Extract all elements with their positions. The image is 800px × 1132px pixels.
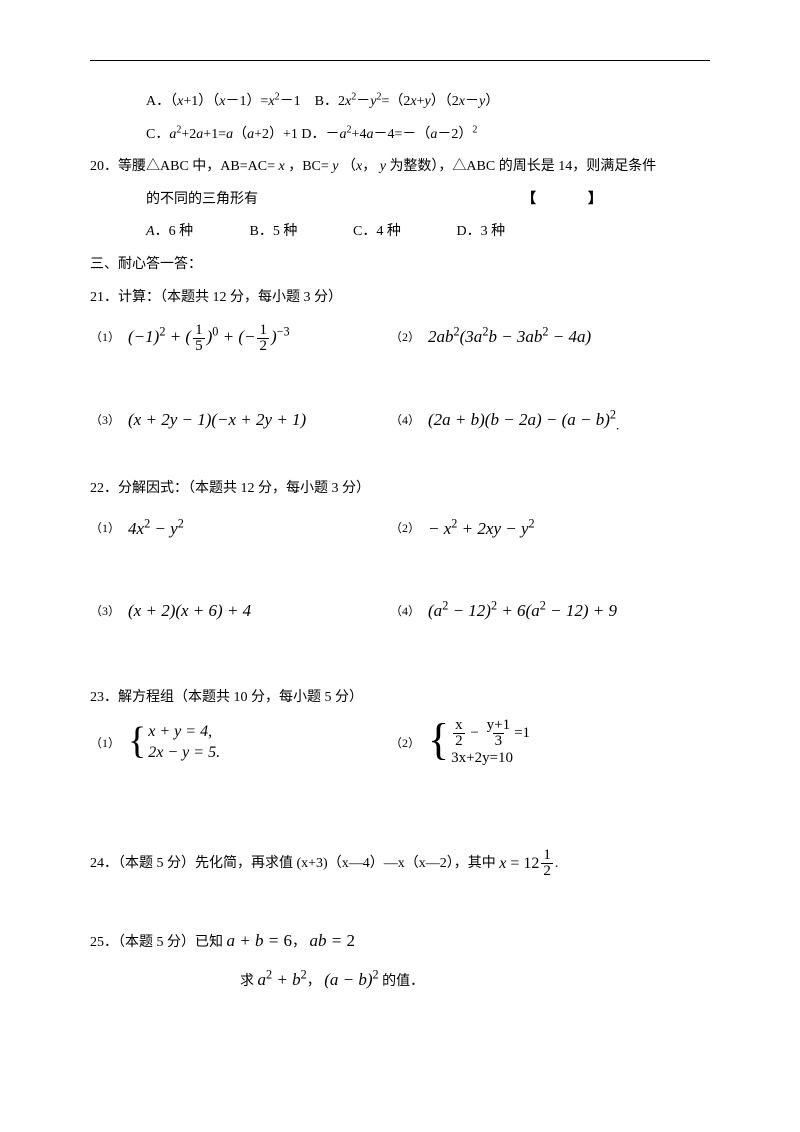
lbl-2b: （2） [390, 517, 420, 540]
q24-eq: = 12 [506, 855, 539, 872]
opt-row-cd: C．a2+2a+1=a（a+2）+1 D．－a2+4a－4=－（a－2）2 [90, 122, 710, 149]
q25-c2: ， [307, 974, 321, 989]
q23-s2l1: x2 − y+13=1 [451, 718, 530, 749]
q22-row2: （3） (x + 2)(x + 6) + 4 （4） (a2 − 12)2 + … [90, 595, 710, 627]
answer-bracket: 【 】 [522, 187, 610, 214]
q24: 24．（本题 5 分）先化简，再求值 (x+3)（x—4）—x（x—2），其中 … [90, 848, 710, 879]
q20-t2: ，BC= [288, 159, 329, 174]
lbl-2: （2） [390, 326, 420, 349]
top-rule [90, 60, 710, 61]
q20-line2: 的不同的三角形有 【 】 [90, 187, 610, 214]
q23-title: 23．解方程组（本题共 10 分，每小题 5 分） [90, 685, 710, 712]
q20-v2: y [332, 159, 338, 174]
q20-t1: 等腰△ABC 中，AB=AC= [118, 159, 275, 174]
f3: 3 [493, 733, 505, 749]
q21-e2: 2ab2(3a2b − 3ab2 − 4a) [428, 321, 591, 353]
q23-s1l1: x + y = 4, [148, 722, 220, 743]
q20-oB: 5 种 [273, 224, 298, 239]
q20-oC: 4 种 [376, 224, 401, 239]
q21-row1: （1） (−1)2 + (15)0 + (−12)−3 （2） 2ab2(3a2… [90, 321, 710, 354]
q23-s1l2: 2x − y = 5. [148, 743, 220, 764]
q25-l1: 25．（本题 5 分）已知 a + b = 6， ab = 2 [90, 925, 710, 957]
q24-fn: 1 [541, 848, 553, 863]
eq1: =1 [514, 725, 530, 741]
q24-pre: 24．（本题 5 分）先化简，再求值 (x+3)（x—4）—x（x—2），其中 [90, 857, 496, 872]
q23-sys2: { x2 − y+13=1 3x+2y=10 [428, 718, 530, 769]
q25-e1: a + b = 6 [227, 931, 292, 950]
lbl-4: （4） [390, 409, 420, 432]
fy1: y+1 [485, 718, 512, 733]
q24-fd: 2 [541, 863, 553, 879]
q22-e4: (a2 − 12)2 + 6(a2 − 12) + 9 [428, 595, 617, 627]
q20-oD: 3 种 [481, 224, 506, 239]
q23-s2l2: 3x+2y=10 [451, 749, 530, 769]
q20-t4: ， [362, 159, 376, 174]
lbl-2c: （2） [390, 732, 420, 755]
q25-l2: 求 a2 + b2， (a − b)2 的值． [90, 964, 710, 996]
q21-e1: (−1)2 + (15)0 + (−12)−3 [128, 321, 290, 354]
q22-e2: − x2 + 2xy − y2 [428, 513, 535, 545]
lbl-3b: （3） [90, 600, 120, 623]
q20-t3: （ [342, 159, 356, 174]
q22-e3: (x + 2)(x + 6) + 4 [128, 595, 251, 627]
q25-e3: a2 + b2 [258, 970, 307, 989]
q25-pre: 25．（本题 5 分）已知 [90, 935, 223, 950]
lbl-1b: （1） [90, 517, 120, 540]
q22-title: 22．分解因式：（本题共 12 分，每小题 3 分） [90, 476, 710, 503]
fx: x [453, 718, 465, 733]
q23-row: （1） { x + y = 4, 2x − y = 5. （2） { x2 − … [90, 718, 710, 769]
section3-title: 三、耐心答一答： [90, 252, 710, 279]
q25-suffix: 的值． [382, 974, 424, 989]
q20-opts: A．6 种 B．5 种 C．4 种 D．3 种 [90, 219, 710, 246]
q23-sys1: { x + y = 4, 2x − y = 5. [128, 722, 220, 764]
q21-e3: (x + 2y − 1)(−x + 2y + 1) [128, 404, 306, 436]
q25-e4: (a − b)2 [324, 970, 378, 989]
q22-row1: （1） 4x2 − y2 （2） − x2 + 2xy − y2 [90, 513, 710, 545]
q20-t5: 为整数），△ABC 的周长是 14，则满足条件 [386, 159, 656, 174]
q20-l2: 的不同的三角形有 [146, 187, 258, 214]
q25-l2pre: 求 [240, 974, 254, 989]
q20-line1: 20．等腰△ABC 中，AB=AC= x ，BC= y （x， y 为整数），△… [90, 154, 710, 181]
q24-end: . [555, 857, 559, 872]
q25-c1: ， [292, 935, 306, 950]
q20-v1: x [278, 159, 284, 174]
q21-title: 21．计算：（本题共 12 分，每小题 3 分） [90, 285, 710, 312]
lbl-1: （1） [90, 326, 120, 349]
q21-row2: （3） (x + 2y − 1)(−x + 2y + 1) （4） (2a + … [90, 404, 710, 436]
lbl-4b: （4） [390, 600, 420, 623]
q21-e4: (2a + b)(b − 2a) − (a − b)2. [428, 404, 619, 436]
q22-e1: 4x2 − y2 [128, 513, 184, 545]
opt-row-ab: A．（x+1）（x－1）=x2－1 B．2x2－y2=（2x+y）（2x－y） [90, 89, 710, 116]
q20-oA: 6 种 [169, 224, 194, 239]
f2: 2 [453, 733, 465, 749]
lbl-1c: （1） [90, 732, 120, 755]
lbl-3: （3） [90, 409, 120, 432]
q25-e2: ab = 2 [309, 931, 354, 950]
